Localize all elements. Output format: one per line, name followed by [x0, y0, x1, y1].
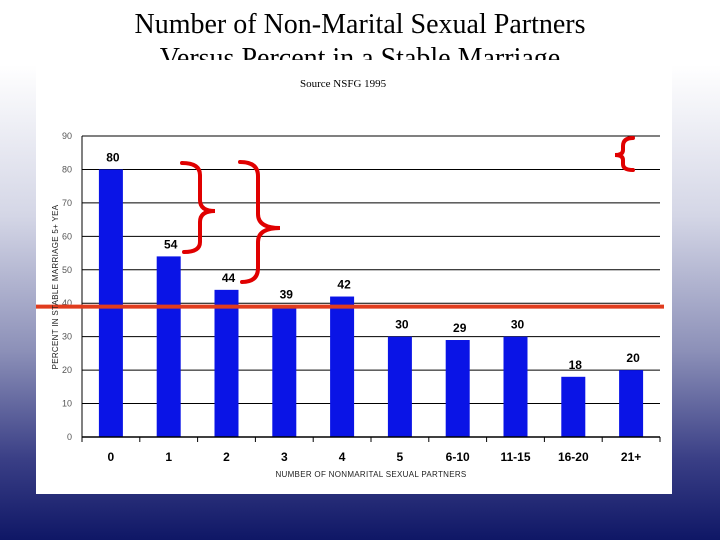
bar-4 — [330, 296, 355, 437]
bar-16-20 — [561, 376, 586, 437]
data-label: 54 — [164, 237, 178, 251]
title-line-1: Number of Non-Marital Sexual Partners — [134, 9, 586, 40]
bar-2 — [214, 289, 239, 437]
data-label: 20 — [626, 351, 640, 365]
category-label: 1 — [165, 450, 172, 464]
y-axis-label: PERCENT IN STABLE MARRIAGE 5+ YEA — [51, 204, 60, 369]
data-labels: 80 54 44 39 42 30 29 30 18 20 — [106, 150, 640, 371]
y-tick-label: 50 — [62, 265, 72, 275]
x-axis-label: NUMBER OF NONMARITAL SEXUAL PARTNERS — [275, 470, 466, 479]
category-label: 4 — [339, 450, 346, 464]
slide-title: Number of Non-Marital Sexual Partners Ve… — [0, 8, 720, 76]
brace-right-1 — [180, 161, 216, 254]
category-label: 5 — [397, 450, 404, 464]
y-tick-labels: 0 10 20 30 40 50 60 70 80 90 — [62, 131, 72, 442]
bar-6-10 — [445, 340, 470, 437]
data-label: 44 — [222, 271, 236, 285]
y-tick-label: 30 — [62, 332, 72, 342]
category-labels: 0 1 2 3 4 5 6-10 11-15 16-20 21+ — [108, 450, 642, 464]
category-label: 16-20 — [558, 450, 589, 464]
bar-5 — [387, 336, 412, 437]
data-label: 29 — [453, 321, 467, 335]
brace-right-2 — [238, 160, 281, 284]
y-tick-label: 0 — [67, 432, 72, 442]
y-tick-label: 20 — [62, 365, 72, 375]
data-label: 39 — [280, 288, 294, 302]
category-label: 6-10 — [446, 450, 470, 464]
brace-annotations — [180, 136, 635, 284]
category-label: 21+ — [621, 450, 641, 464]
category-label: 3 — [281, 450, 288, 464]
bar-3 — [272, 306, 297, 437]
y-tick-label: 10 — [62, 399, 72, 409]
bar-1 — [156, 256, 181, 437]
category-label: 11-15 — [500, 450, 530, 464]
bar-21+ — [619, 370, 644, 437]
data-label: 30 — [395, 318, 409, 332]
axes — [81, 136, 661, 442]
category-label: 0 — [108, 450, 115, 464]
data-label: 30 — [511, 318, 525, 332]
y-tick-label: 40 — [62, 298, 72, 308]
bar-0 — [98, 169, 123, 437]
data-label: 42 — [337, 278, 351, 292]
y-tick-label: 80 — [62, 164, 72, 174]
bar-11-15 — [503, 336, 528, 437]
bars — [98, 169, 644, 437]
data-label: 18 — [569, 358, 583, 372]
category-label: 2 — [223, 450, 230, 464]
y-tick-label: 60 — [62, 231, 72, 241]
y-tick-label: 90 — [62, 131, 72, 141]
brace-left-3 — [614, 136, 635, 172]
y-tick-label: 70 — [62, 198, 72, 208]
source-note: Source NSFG 1995 — [300, 78, 387, 90]
data-label: 80 — [106, 150, 120, 164]
